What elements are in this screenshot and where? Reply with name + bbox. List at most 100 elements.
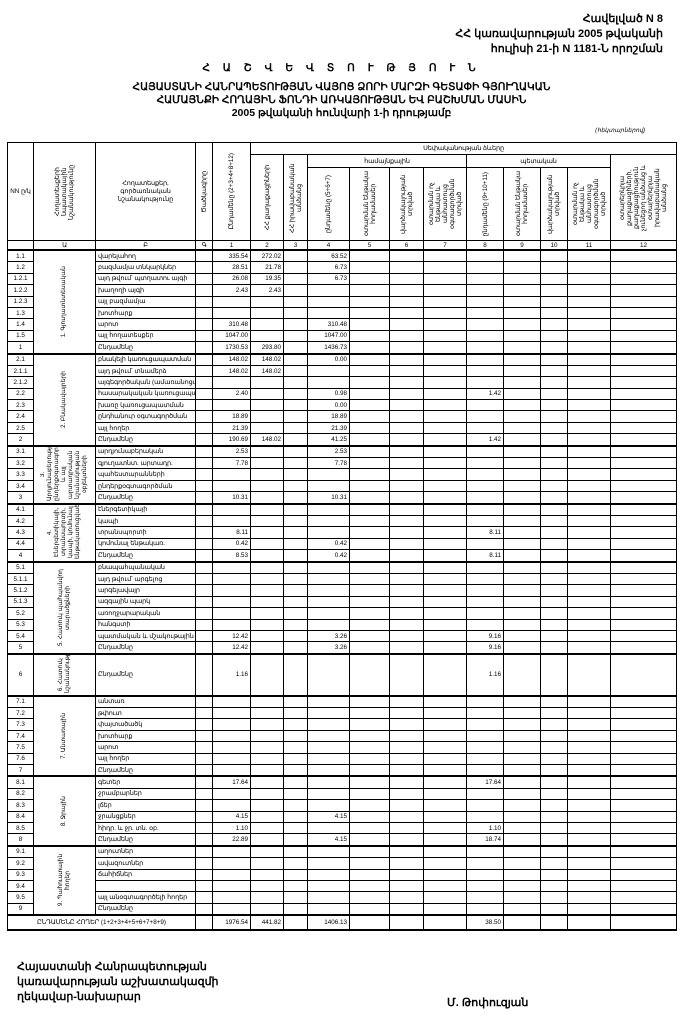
cell-code [195,295,213,308]
row-label: աղուտներ [95,844,196,859]
row-code: 3.2 [7,457,34,470]
cell-col-5 [349,410,390,423]
cell-col-4: 310.48 [307,318,350,331]
cell-col-12 [609,421,678,435]
cell-col-6 [389,537,424,551]
cell-col-10 [540,514,568,528]
cell-col-4: 2.53 [307,444,350,459]
column-number: 2 [250,240,284,251]
row-code: 4 [7,549,34,563]
cell-col-10 [540,891,568,904]
cell-col-5 [349,857,390,870]
cell-col-8 [466,421,504,435]
cell-col-5 [349,799,390,812]
cell-col-1: 2.40 [212,387,251,401]
cell-code [195,787,213,801]
cell-col-9 [503,775,541,789]
row-label: խոտհարք [95,306,196,320]
row-code: 3.3 [7,468,34,481]
column-number: 3 [283,240,308,251]
cell-col-5 [349,810,390,823]
cell-col-5 [349,879,390,893]
table-row: 5.1.1 այդ թվում՝ արգելոց [7,572,678,586]
cell-col-10 [540,284,568,297]
title-date: 2005 թվականի հունվարի 1-ի դրությամբ [231,107,452,119]
cell-col-5 [349,572,390,586]
row-label: փայտածածկ [95,718,196,731]
header-c5-text: օտարման ենթակա հողամասեր [362,171,377,237]
cell-col-1 [212,799,251,812]
row-label: ավազուտներ [95,857,196,870]
cell-col-9 [503,595,541,609]
cell-col-9 [503,718,541,731]
cell-col-2 [250,595,284,609]
cell-col-10 [540,879,568,893]
table-row: 7 Ընդամենը [7,764,678,777]
cell-col-3 [283,468,308,481]
table-row: 4.1 4. Էներգետիկայի, տրանսպորտի, կապի, կո… [7,502,678,563]
cell-col-11 [567,741,611,754]
row-code: 1.3 [7,306,34,320]
cell-col-5 [349,595,390,609]
cell-col-7 [423,295,467,308]
header-nn: NN ը/կ [7,142,34,241]
cell-col-11 [567,799,611,812]
cell-col-4 [307,376,350,389]
cell-col-2 [250,560,284,574]
cell-col-10 [540,387,568,401]
cell-col-6 [389,629,424,643]
cell-col-10 [540,775,568,789]
cell-col-4 [307,707,350,720]
cell-col-4: 6.73 [307,261,350,274]
cell-col-10 [540,444,568,459]
cell-col-6 [389,549,424,563]
row-code: 5.1.2 [7,584,34,597]
row-label: ընդհանուր օգտագործման [95,410,196,423]
cell-col-10 [540,595,568,609]
row-code: 3.1 [7,444,34,459]
group-label: 1. Գյուղատնտեսական [33,249,96,355]
cell-col-2 [250,421,284,435]
header-c11-text: օտարման ոչ ենթակա և անհատույց օգտագործմա… [571,178,607,230]
row-code: 2 [7,433,34,447]
row-label: առողջարարական [95,607,196,620]
table-row: 7.4 խոտհարք [7,729,678,743]
cell-col-2 [250,607,284,620]
annex-reference: Հավելված N 8 ՀՀ կառավարության 2005 թվակա… [455,12,663,57]
cell-col-4: 3.26 [307,641,350,655]
cell-col-2 [250,468,284,481]
cell-col-6 [389,329,424,343]
cell-code [195,537,213,551]
cell-col-12 [609,764,678,777]
cell-col-1 [212,295,251,308]
cell-col-6 [389,752,424,766]
cell-col-7 [423,399,467,412]
cell-col-8 [466,810,504,823]
cell-col-3 [283,261,308,274]
row-code: 1.1 [7,249,34,263]
cell-col-12 [609,341,678,355]
cell-col-3 [283,891,308,904]
group-label-text: 2. Բնակավայրերի [61,371,67,428]
cell-col-6 [389,694,424,709]
cell-col-3 [283,652,308,697]
cell-col-10 [540,902,568,916]
cell-col-1 [212,741,251,754]
cell-col-9 [503,752,541,766]
cell-col-7 [423,584,467,597]
cell-col-12 [609,352,678,366]
cell-col-1 [212,502,251,516]
cell-col-12 [609,329,678,343]
cell-col-2 [250,387,284,401]
total-col-11 [567,914,611,932]
cell-col-2 [250,787,284,801]
row-label: այգեգործական (ամառանոցային) [95,376,196,389]
cell-col-5 [349,526,390,539]
total-col-10 [540,914,568,932]
group-label-text: 6. Հատուկ նշանակության [57,653,71,693]
cell-col-5 [349,787,390,801]
row-label: կապի [95,514,196,528]
cell-col-8: 8.11 [466,549,504,563]
table-row: 9 Ընդամենը [7,902,678,916]
cell-col-6 [389,879,424,893]
